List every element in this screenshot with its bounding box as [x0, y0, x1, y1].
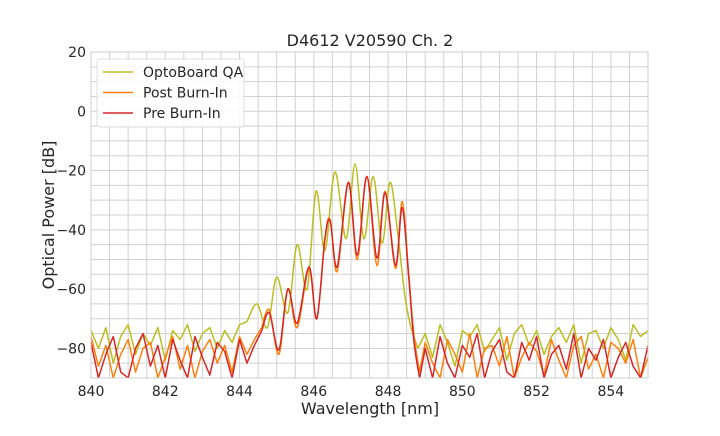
plot-frame	[90, 51, 649, 379]
y-tick-labels: −80 −60 −40 −20 0 20	[56, 45, 86, 357]
y-tick-label: 20	[68, 45, 86, 61]
legend-label: OptoBoard QA	[143, 65, 244, 81]
y-axis-label: Optical Power [dB]	[39, 141, 58, 290]
series-line-peaks	[261, 175, 421, 378]
legend-label: Post Burn-In	[143, 86, 228, 102]
chart-title: D4612 V20590 Ch. 2	[287, 31, 454, 50]
series-line-noise-right	[418, 332, 648, 378]
series-line-peaks	[246, 163, 419, 349]
legend: OptoBoard QA Post Burn-In Pre Burn-In	[96, 58, 245, 128]
x-tick-label: 852	[523, 384, 550, 400]
y-tick-label: −20	[56, 164, 86, 180]
x-tick-label: 850	[449, 384, 476, 400]
series-pre-burn-in	[91, 175, 648, 378]
x-tick-label: 844	[226, 384, 253, 400]
series-lines	[91, 163, 648, 378]
x-tick-label: 854	[597, 384, 624, 400]
legend-box	[96, 58, 245, 128]
series-line-noise-right	[417, 323, 648, 367]
x-tick-label: 842	[152, 384, 179, 400]
y-tick-label: −60	[56, 282, 86, 298]
x-tick-labels: 840 842 844 846 848 850 852 854	[78, 384, 625, 400]
y-tick-label: −80	[56, 341, 86, 357]
x-tick-label: 840	[78, 384, 105, 400]
legend-label: Pre Burn-In	[143, 106, 221, 122]
x-tick-label: 846	[300, 384, 327, 400]
y-tick-label: 0	[77, 104, 86, 120]
x-axis-label: Wavelength [nm]	[301, 399, 439, 418]
y-tick-label: −40	[56, 223, 86, 239]
series-line-noise-left	[91, 330, 263, 378]
series-line-noise-left	[91, 327, 263, 378]
x-tick-label: 848	[375, 384, 402, 400]
